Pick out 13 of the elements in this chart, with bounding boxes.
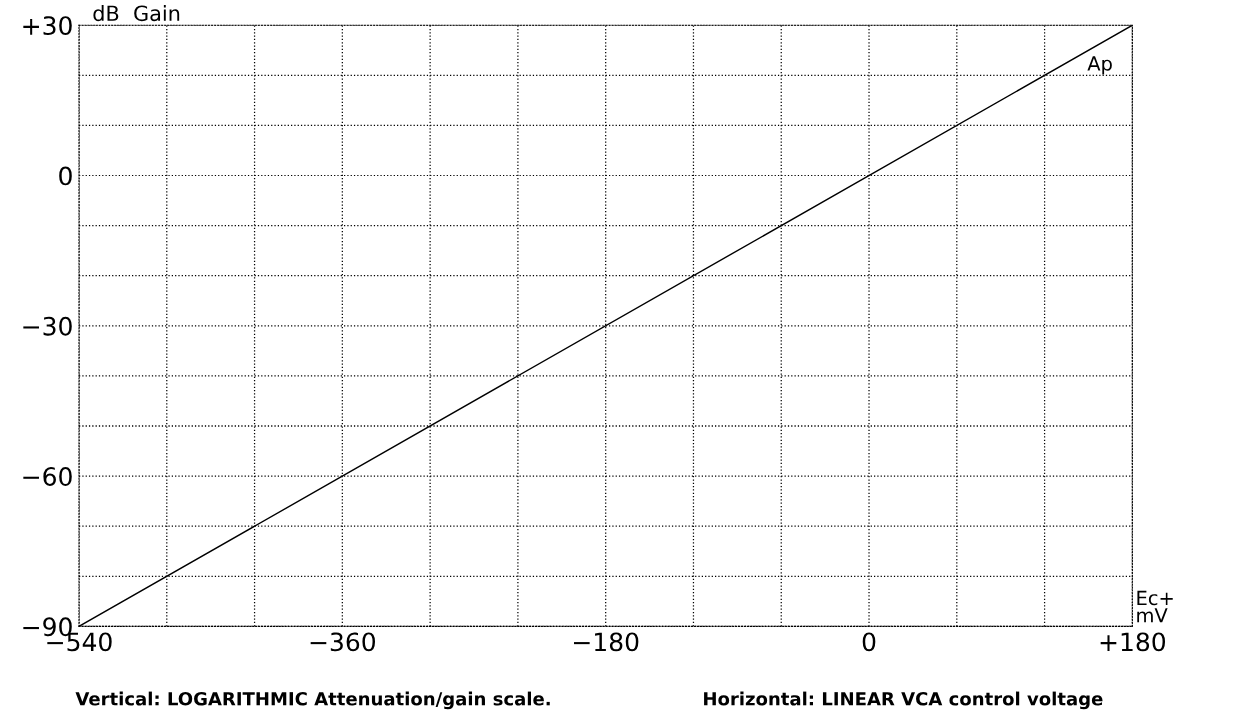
x-tick-label: 0 xyxy=(862,632,876,652)
x-axis-title: Ec+ mV xyxy=(1137,590,1173,623)
y-tick-label: +30 xyxy=(23,16,72,36)
text: Horizontal: LINEAR VCA control voltage xyxy=(704,691,1103,710)
x-tick-label: −180 xyxy=(574,632,639,652)
y-tick-label: 0 xyxy=(59,166,72,186)
x-tick-label: −360 xyxy=(310,632,376,652)
y-tick-label: −30 xyxy=(23,316,72,336)
series-label: Ap xyxy=(1087,56,1112,75)
y-tick-label: −60 xyxy=(23,467,72,486)
text: Vertical: LOGARITHMIC Attenuation/gain scale. xyxy=(75,691,550,710)
x-tick-label: +180 xyxy=(1100,632,1166,652)
y-axis-title: dB Gain xyxy=(93,5,180,22)
